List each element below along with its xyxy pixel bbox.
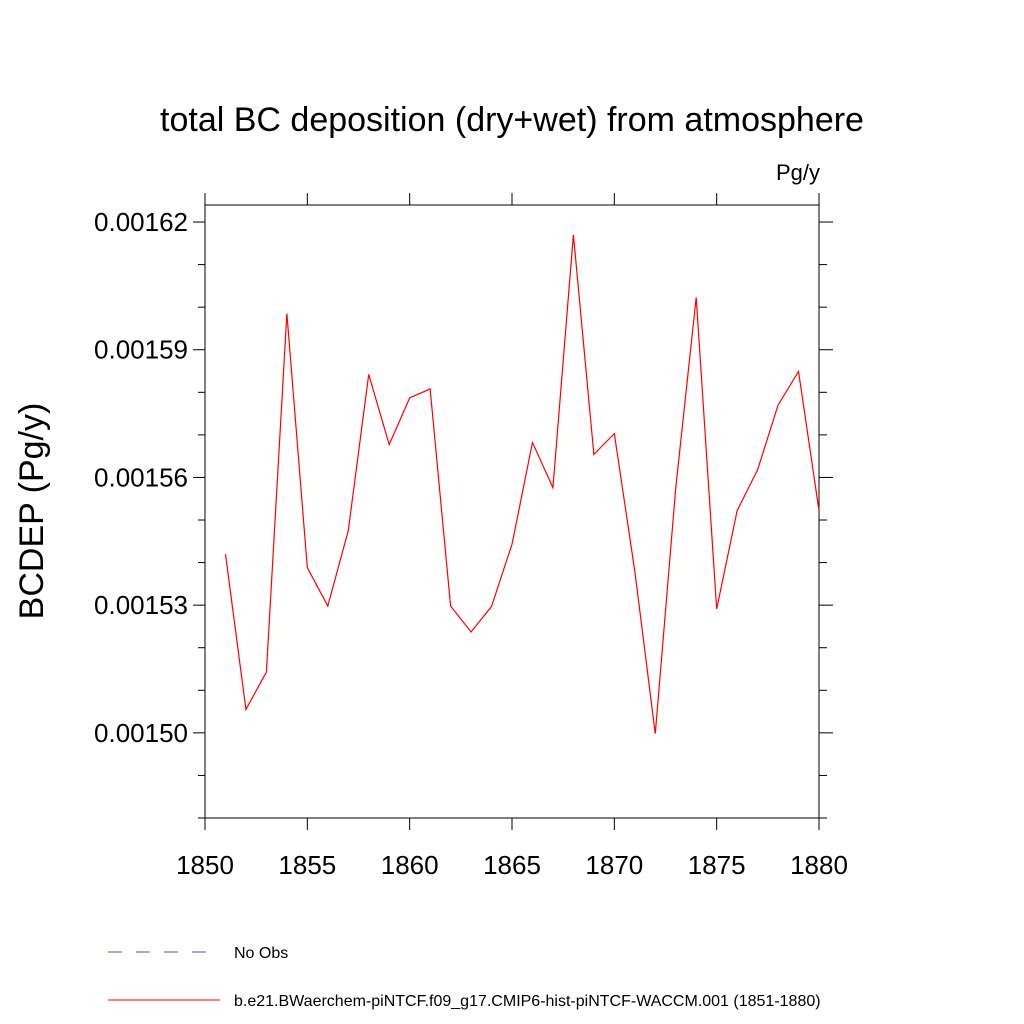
tick-labels: 1850 1855 1860 1865 1870 1875 1880 0.00150 0.001…: [94, 207, 848, 880]
units-label: Pg/y: [776, 160, 820, 185]
plot-frame: [204, 204, 820, 819]
series-line-0: [224, 234, 820, 734]
legend: No Obs b.e21.BWaerchem-piNTCF.f09_g17.CMI…: [108, 945, 821, 1010]
x-tick-label: 1855: [278, 850, 336, 880]
chart-title: total BC deposition (dry+wet) from atmos…: [160, 101, 864, 139]
y-tick-label: 0.00153: [94, 590, 188, 620]
x-tick-label: 1850: [176, 850, 234, 880]
x-tick-label: 1875: [688, 850, 746, 880]
data-series: [224, 234, 820, 734]
x-tick-label: 1860: [381, 850, 439, 880]
y-tick-label: 0.00162: [94, 207, 188, 237]
x-tick-label: 1880: [790, 850, 848, 880]
legend-label-1: No Obs: [234, 945, 288, 962]
legend-label-0: b.e21.BWaerchem-piNTCF.f09_g17.CMIP6-his…: [234, 993, 821, 1010]
y-tick-label: 0.00159: [94, 335, 188, 365]
y-tick-label: 0.00156: [94, 462, 188, 492]
y-axis-label: BCDEP (Pg/y): [13, 403, 51, 620]
tick-marks: [193, 193, 833, 830]
x-tick-label: 1870: [585, 850, 643, 880]
y-tick-label: 0.00150: [94, 718, 188, 748]
x-tick-label: 1865: [483, 850, 541, 880]
